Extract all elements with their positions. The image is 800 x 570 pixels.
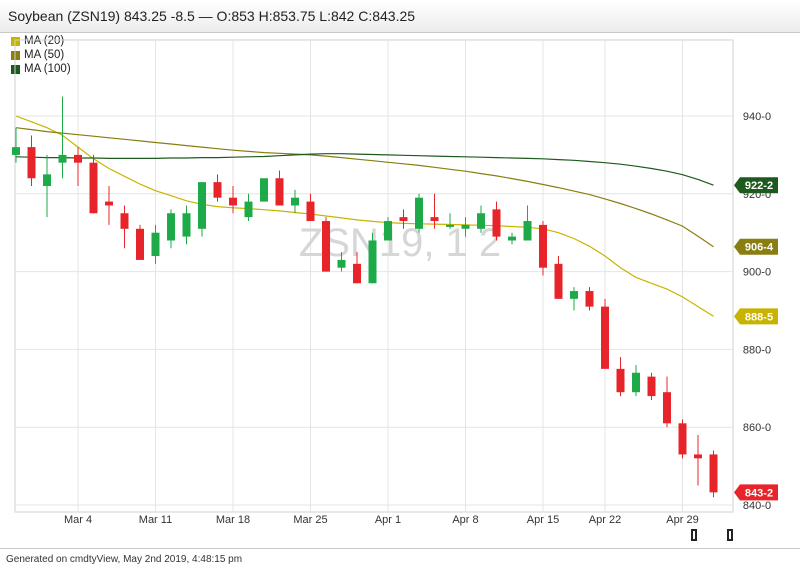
moving-average-lines: [15, 115, 714, 317]
candle-body-down: [229, 197, 237, 206]
candle-body-down: [694, 454, 702, 459]
candle-body-down: [492, 209, 501, 237]
candle-body-down: [275, 178, 284, 206]
ma-line-ma100: [15, 153, 714, 186]
last-price-badge-shape: [734, 484, 778, 501]
candle-body-up: [182, 213, 191, 237]
ma-value-badge-ma20-shape: [734, 308, 778, 325]
candle-body-down: [430, 217, 439, 222]
candle-body-down: [601, 306, 609, 369]
last-price-badge-label: 843-2: [745, 487, 773, 499]
generated-timestamp: Generated on cmdtyView, May 2nd 2019, 4:…: [6, 554, 243, 565]
instrument-title: Soybean (ZSN19) 843.25 -8.5 — O:853 H:85…: [8, 8, 416, 24]
x-tick-label: Mar 4: [64, 514, 92, 526]
ma-value-badge-ma20-label: 888-5: [745, 311, 773, 323]
candle-body-down: [678, 423, 687, 455]
candle-body-down: [616, 368, 625, 393]
x-tick-label: Apr 29: [666, 514, 698, 526]
ma-value-badge-ma50-label: 906-4: [745, 242, 774, 254]
candle-body-up: [508, 236, 516, 241]
candle-body-down: [105, 201, 113, 206]
chart-header: Soybean (ZSN19) 843.25 -8.5 — O:853 H:85…: [0, 0, 800, 33]
footer-bar: Generated on cmdtyView, May 2nd 2019, 4:…: [0, 548, 800, 570]
y-tick-label: 840-0: [743, 500, 771, 512]
candle-body-up: [384, 221, 392, 241]
candle-body-up: [523, 221, 532, 241]
ma-value-badge-ma100: 922-2: [734, 177, 778, 194]
candle-body-down: [353, 263, 361, 284]
price-chart[interactable]: ZSN19, 1 2 940-0920-0900-0880-0860-0840-…: [0, 0, 800, 548]
candle-body-down: [213, 182, 222, 198]
chart-grid: [14, 39, 734, 513]
candle-body-down: [120, 213, 129, 229]
candle-body-up: [167, 213, 175, 241]
candlesticks: [12, 96, 718, 498]
scroll-handles[interactable]: [691, 529, 733, 541]
candle-body-up: [12, 147, 20, 155]
candle-body-up: [58, 154, 67, 163]
candle-body-up: [43, 174, 51, 187]
candle-body-down: [306, 201, 315, 222]
candle-body-down: [585, 291, 594, 307]
last-price-badge: 843-2: [734, 484, 778, 501]
y-tick-label: 860-0: [743, 422, 771, 434]
candle-body-down: [663, 392, 671, 424]
candle-body-down: [554, 263, 563, 299]
ma-line-ma50: [15, 127, 714, 248]
candle-body-down: [647, 376, 656, 397]
candle-body-up: [244, 201, 253, 218]
ma-value-badge-ma50: 906-4: [734, 238, 778, 255]
candle-body-up: [198, 182, 206, 229]
ma-value-badge-ma20: 888-5: [734, 308, 778, 325]
candle-body-down: [136, 228, 144, 260]
candle-body-up: [337, 259, 346, 268]
legend-label-ma50: MA (50): [24, 49, 65, 61]
candle-body-down: [27, 147, 36, 179]
legend-label-ma100: MA (100): [24, 63, 71, 75]
legend-label-ma20: MA (20): [24, 35, 65, 47]
price-badges: 888-5 906-4 922-2 843-2: [734, 177, 778, 501]
y-tick-label: 880-0: [743, 344, 771, 356]
candle-body-up: [632, 372, 640, 393]
x-tick-label: Apr 22: [589, 514, 621, 526]
candle-body-up: [291, 197, 299, 206]
candle-body-up: [415, 197, 423, 229]
scroll-handle-left-grip: [693, 531, 695, 539]
candle-body-down: [322, 221, 330, 272]
ma-value-badge-ma100-label: 922-2: [745, 180, 773, 192]
scroll-handle-right-grip: [729, 531, 731, 539]
candle-body-down: [709, 454, 718, 493]
candle-body-down: [399, 217, 408, 222]
x-tick-label: Apr 1: [375, 514, 401, 526]
candle-body-up: [570, 291, 578, 299]
candle-body-up: [477, 213, 485, 229]
x-tick-label: Mar 11: [139, 514, 172, 526]
candle-body-down: [74, 154, 82, 163]
plot-area-frame: [14, 39, 734, 513]
candle-body-up: [260, 178, 268, 202]
candle-body-up: [368, 240, 377, 284]
candle-body-down: [89, 162, 98, 214]
candle-body-up: [446, 224, 454, 227]
candle-body-up: [461, 224, 470, 229]
ma-line-ma20: [15, 115, 714, 317]
y-tick-label: 900-0: [743, 267, 771, 279]
candle-body-up: [151, 232, 160, 257]
x-axis: Mar 4 Mar 11 Mar 18 Mar 25 Apr 1 Apr 8 Apr 15 A…: [64, 514, 699, 526]
ma-value-badge-ma100-shape: [734, 177, 778, 194]
y-tick-label: 940-0: [743, 111, 771, 123]
ma-value-badge-ma50-shape: [734, 238, 778, 255]
x-tick-label: Apr 15: [527, 514, 559, 526]
candle-body-down: [539, 224, 547, 268]
x-tick-label: Apr 8: [452, 514, 478, 526]
x-tick-label: Mar 25: [293, 514, 327, 526]
x-tick-label: Mar 18: [216, 514, 250, 526]
